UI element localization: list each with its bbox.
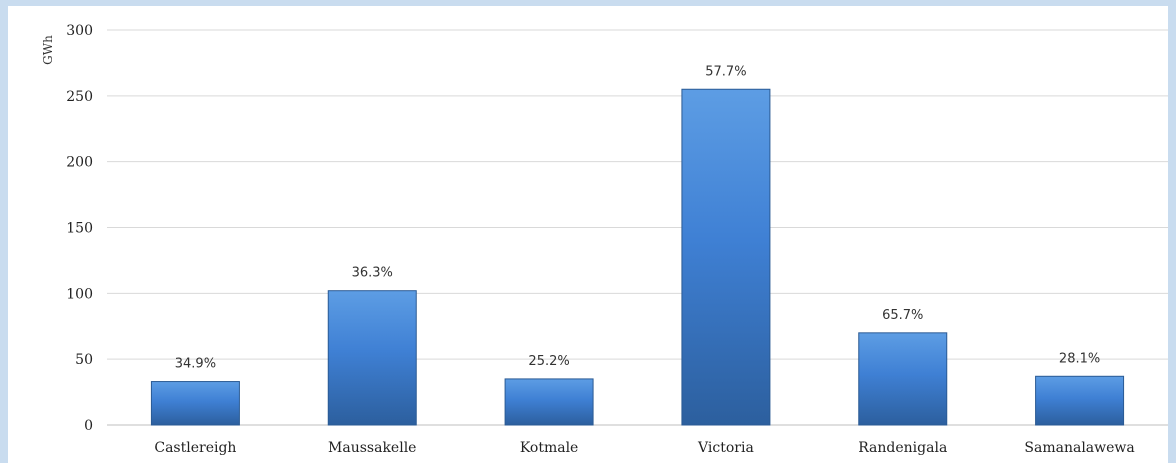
data-label: 36.3% — [352, 266, 393, 281]
chart-frame: 0 50 100 150 200 250 300 34.9% 36.3% 25.2% 57.7% 6… — [8, 6, 1168, 463]
bar-samanalawewa — [1035, 375, 1125, 426]
x-tick-label: Maussakelle — [328, 440, 416, 456]
y-tick-label: 200 — [66, 155, 93, 171]
bar-maussakelle — [327, 290, 417, 426]
y-axis-title: GWh — [41, 35, 55, 65]
y-axis-ticks: 0 50 100 150 200 250 300 — [66, 23, 93, 434]
y-tick-label: 150 — [66, 221, 93, 237]
y-tick-label: 250 — [66, 89, 93, 105]
data-label: 34.9% — [175, 357, 216, 372]
x-axis-ticks: Castlereigh Maussakelle Kotmale Victoria Ran… — [154, 440, 1134, 456]
y-tick-label: 100 — [66, 286, 93, 302]
bar-kotmale — [504, 378, 594, 426]
data-label: 57.7% — [705, 64, 746, 79]
bars — [150, 88, 1125, 426]
x-tick-label: Victoria — [697, 440, 754, 456]
bar-castlereigh — [150, 381, 240, 426]
x-tick-label: Kotmale — [520, 440, 579, 456]
gridlines — [107, 29, 1168, 426]
y-tick-label: 300 — [66, 23, 93, 39]
data-label: 65.7% — [882, 308, 923, 323]
data-label: 25.2% — [528, 354, 569, 369]
y-tick-label: 0 — [84, 418, 93, 434]
bar-chart: 0 50 100 150 200 250 300 34.9% 36.3% 25.2% 57.7% 6… — [41, 23, 1168, 456]
data-label: 28.1% — [1059, 351, 1100, 366]
bar-randenigala — [858, 332, 948, 426]
data-labels: 34.9% 36.3% 25.2% 57.7% 65.7% 28.1% — [175, 64, 1100, 371]
x-tick-label: Samanalawewa — [1024, 440, 1134, 456]
y-tick-label: 50 — [75, 352, 93, 368]
x-tick-label: Randenigala — [858, 440, 947, 456]
bar-victoria — [681, 88, 771, 426]
x-tick-label: Castlereigh — [154, 440, 236, 456]
